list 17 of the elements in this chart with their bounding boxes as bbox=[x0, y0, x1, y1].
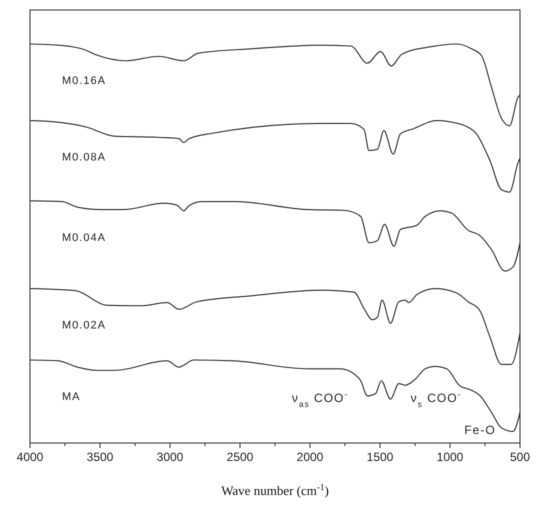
series-label: M0.02A bbox=[62, 320, 106, 332]
annotation: ν$_{s}$ COO$^{-}$ bbox=[410, 389, 462, 409]
annotation: Fe-O bbox=[464, 423, 496, 437]
x-tick-label: 1000 bbox=[436, 450, 464, 464]
x-axis-title: Wave number (cm$^{-1}$) bbox=[221, 482, 329, 498]
series-label: M0.08A bbox=[62, 152, 106, 164]
annotation: ν$_{as}$ COO$^{-}$ bbox=[292, 389, 348, 409]
x-tick-label: 1500 bbox=[366, 450, 394, 464]
x-tick-label: 3000 bbox=[156, 450, 184, 464]
text: MA bbox=[62, 391, 80, 404]
x-tick-label: 3500 bbox=[86, 450, 114, 464]
x-tick-label: 2500 bbox=[226, 450, 254, 464]
x-tick-label: 2000 bbox=[296, 450, 324, 464]
series-label: M0.16A bbox=[62, 75, 106, 87]
x-tick-label: 4000 bbox=[16, 450, 44, 464]
text: M0.04A bbox=[62, 232, 106, 244]
x-tick-label: 500 bbox=[510, 450, 530, 464]
